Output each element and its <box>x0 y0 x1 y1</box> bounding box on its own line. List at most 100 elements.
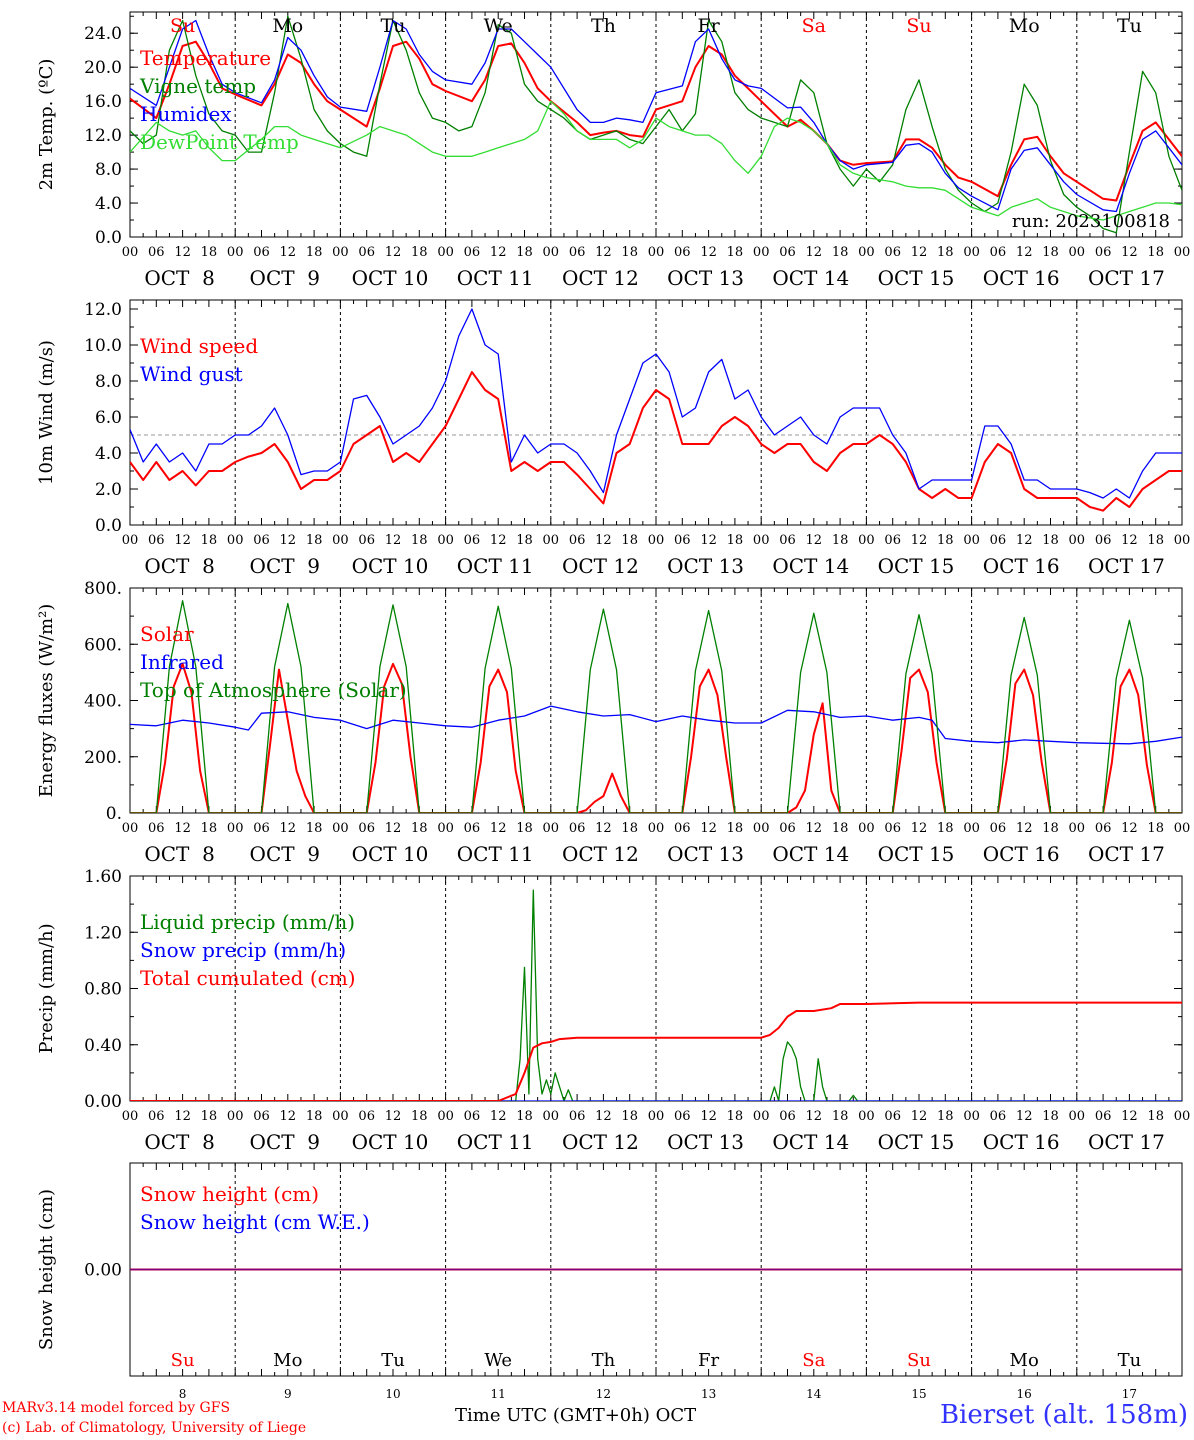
hour-tick-label: 12 <box>700 1109 717 1124</box>
hour-tick-label: 12 <box>1121 245 1138 260</box>
day-name: Su <box>907 1350 931 1371</box>
hour-tick-label: 00 <box>227 1109 244 1124</box>
hour-tick-label: 18 <box>1042 533 1059 548</box>
y-axis-label: 2m Temp. (ºC) <box>36 59 57 191</box>
hour-tick-label: 06 <box>990 245 1007 260</box>
hour-tick-label: 00 <box>543 533 560 548</box>
day-name: Fr <box>698 1350 719 1371</box>
y-tick-label: 12.0 <box>84 300 122 320</box>
hour-tick-label: 00 <box>1174 245 1191 260</box>
hour-tick-label: 18 <box>1147 533 1164 548</box>
panel-1: 0.0 4.0 8.0 12.0 16.0 20.0 24.0 2m Temp. (ºC) Te… <box>36 11 1191 290</box>
date-label: OCT 15 <box>878 842 955 866</box>
hour-tick-label: 12 <box>174 1109 191 1124</box>
y-tick-label: 600. <box>84 635 122 655</box>
series-line-2 <box>130 308 1182 499</box>
hour-tick-label: 12 <box>806 1109 823 1124</box>
y-tick-label: 8.0 <box>95 160 122 180</box>
hour-tick-label: 06 <box>148 821 165 836</box>
hour-tick-label: 06 <box>674 533 691 548</box>
hour-tick-label: 00 <box>1069 533 1086 548</box>
day-name: Mo <box>1010 1350 1039 1371</box>
day-number: 16 <box>1017 1387 1032 1400</box>
date-label: OCT 17 <box>1088 554 1165 578</box>
hour-tick-label: 06 <box>464 821 481 836</box>
panel-5: 0.00 Snow height (cm) Snow height (cm) Snow… <box>36 1162 1183 1401</box>
y-tick-label: 8.0 <box>95 372 122 392</box>
hour-tick-label: 18 <box>1042 821 1059 836</box>
y-tick-label: 6.0 <box>95 408 122 428</box>
hour-tick-label: 18 <box>832 1109 849 1124</box>
legend-entry: Snow precip (mm/h) <box>140 938 346 962</box>
hour-tick-label: 12 <box>385 1109 402 1124</box>
hour-tick-label: 18 <box>306 533 323 548</box>
panel-4: 0.00 0.40 0.80 1.20 1.60 Precip (mm/h) Liquid … <box>36 867 1190 1154</box>
hour-tick-label: 06 <box>464 533 481 548</box>
hour-tick-label: 00 <box>332 533 349 548</box>
day-name: Mo <box>273 1350 302 1371</box>
hour-tick-label: 18 <box>1042 1109 1059 1124</box>
date-label: OCT 12 <box>562 266 639 290</box>
date-label: OCT 11 <box>457 554 534 578</box>
hour-tick-label: 06 <box>990 533 1007 548</box>
series-line-2 <box>130 705 1182 745</box>
hour-tick-label: 06 <box>1095 821 1112 836</box>
hour-tick-label: 06 <box>990 821 1007 836</box>
hour-tick-label: 12 <box>174 245 191 260</box>
date-label: OCT 16 <box>983 842 1060 866</box>
date-label: OCT 12 <box>562 554 639 578</box>
hour-tick-label: 12 <box>174 821 191 836</box>
hour-tick-label: 12 <box>280 1109 297 1124</box>
hour-tick-label: 06 <box>779 533 796 548</box>
day-name: Su <box>170 15 195 37</box>
hour-tick-label: 00 <box>1174 821 1191 836</box>
hour-tick-label: 00 <box>437 1109 454 1124</box>
y-tick-label: 0.40 <box>84 1036 122 1056</box>
date-label: OCT 17 <box>1088 1130 1165 1154</box>
hour-tick-label: 00 <box>332 1109 349 1124</box>
hour-tick-label: 00 <box>963 821 980 836</box>
hour-tick-label: 12 <box>806 821 823 836</box>
hour-tick-label: 18 <box>621 1109 638 1124</box>
hour-tick-label: 00 <box>543 1109 560 1124</box>
date-label: OCT 8 <box>144 266 214 290</box>
hour-tick-label: 06 <box>884 533 901 548</box>
hour-tick-label: 06 <box>1095 245 1112 260</box>
y-tick-label: 2.0 <box>95 480 122 500</box>
hour-tick-label: 06 <box>884 1109 901 1124</box>
hour-tick-label: 06 <box>358 821 375 836</box>
legend-entry: Snow height (cm W.E.) <box>140 1210 370 1234</box>
series-line-2 <box>130 15 1182 234</box>
hour-tick-label: 12 <box>1016 1109 1033 1124</box>
hour-tick-label: 18 <box>937 245 954 260</box>
series-line-1 <box>130 662 1182 813</box>
date-label: OCT 13 <box>667 842 744 866</box>
date-label: OCT 15 <box>878 266 955 290</box>
legend-entry: DewPoint Temp <box>140 130 299 154</box>
hour-tick-label: 12 <box>1016 821 1033 836</box>
legend-entry: Humidex <box>140 102 232 126</box>
y-tick-label: 16.0 <box>84 92 122 112</box>
hour-tick-label: 18 <box>306 821 323 836</box>
legend-entry: Top of Atmosphere (Solar) <box>140 678 407 702</box>
model-credit: MARv3.14 model forced by GFS <box>2 1400 231 1416</box>
date-label: OCT 12 <box>562 1130 639 1154</box>
panel-2: 0.0 2.0 4.0 6.0 8.0 10.0 12.0 10m Wind (m/s) Win… <box>36 299 1190 578</box>
legend-entry: Infrared <box>140 650 224 674</box>
hour-tick-label: 00 <box>753 245 770 260</box>
series-group <box>130 15 1182 234</box>
hour-tick-label: 06 <box>779 245 796 260</box>
day-name: We <box>484 15 513 37</box>
hour-tick-label: 00 <box>1069 1109 1086 1124</box>
day-number: 11 <box>491 1387 506 1400</box>
series-group <box>130 600 1182 813</box>
hour-tick-label: 06 <box>148 1109 165 1124</box>
hour-tick-label: 18 <box>727 533 744 548</box>
hour-tick-label: 00 <box>122 1109 139 1124</box>
hour-tick-label: 06 <box>464 245 481 260</box>
hour-tick-label: 06 <box>358 533 375 548</box>
hour-tick-label: 12 <box>490 821 507 836</box>
hour-tick-label: 06 <box>253 245 270 260</box>
hour-tick-label: 00 <box>437 245 454 260</box>
